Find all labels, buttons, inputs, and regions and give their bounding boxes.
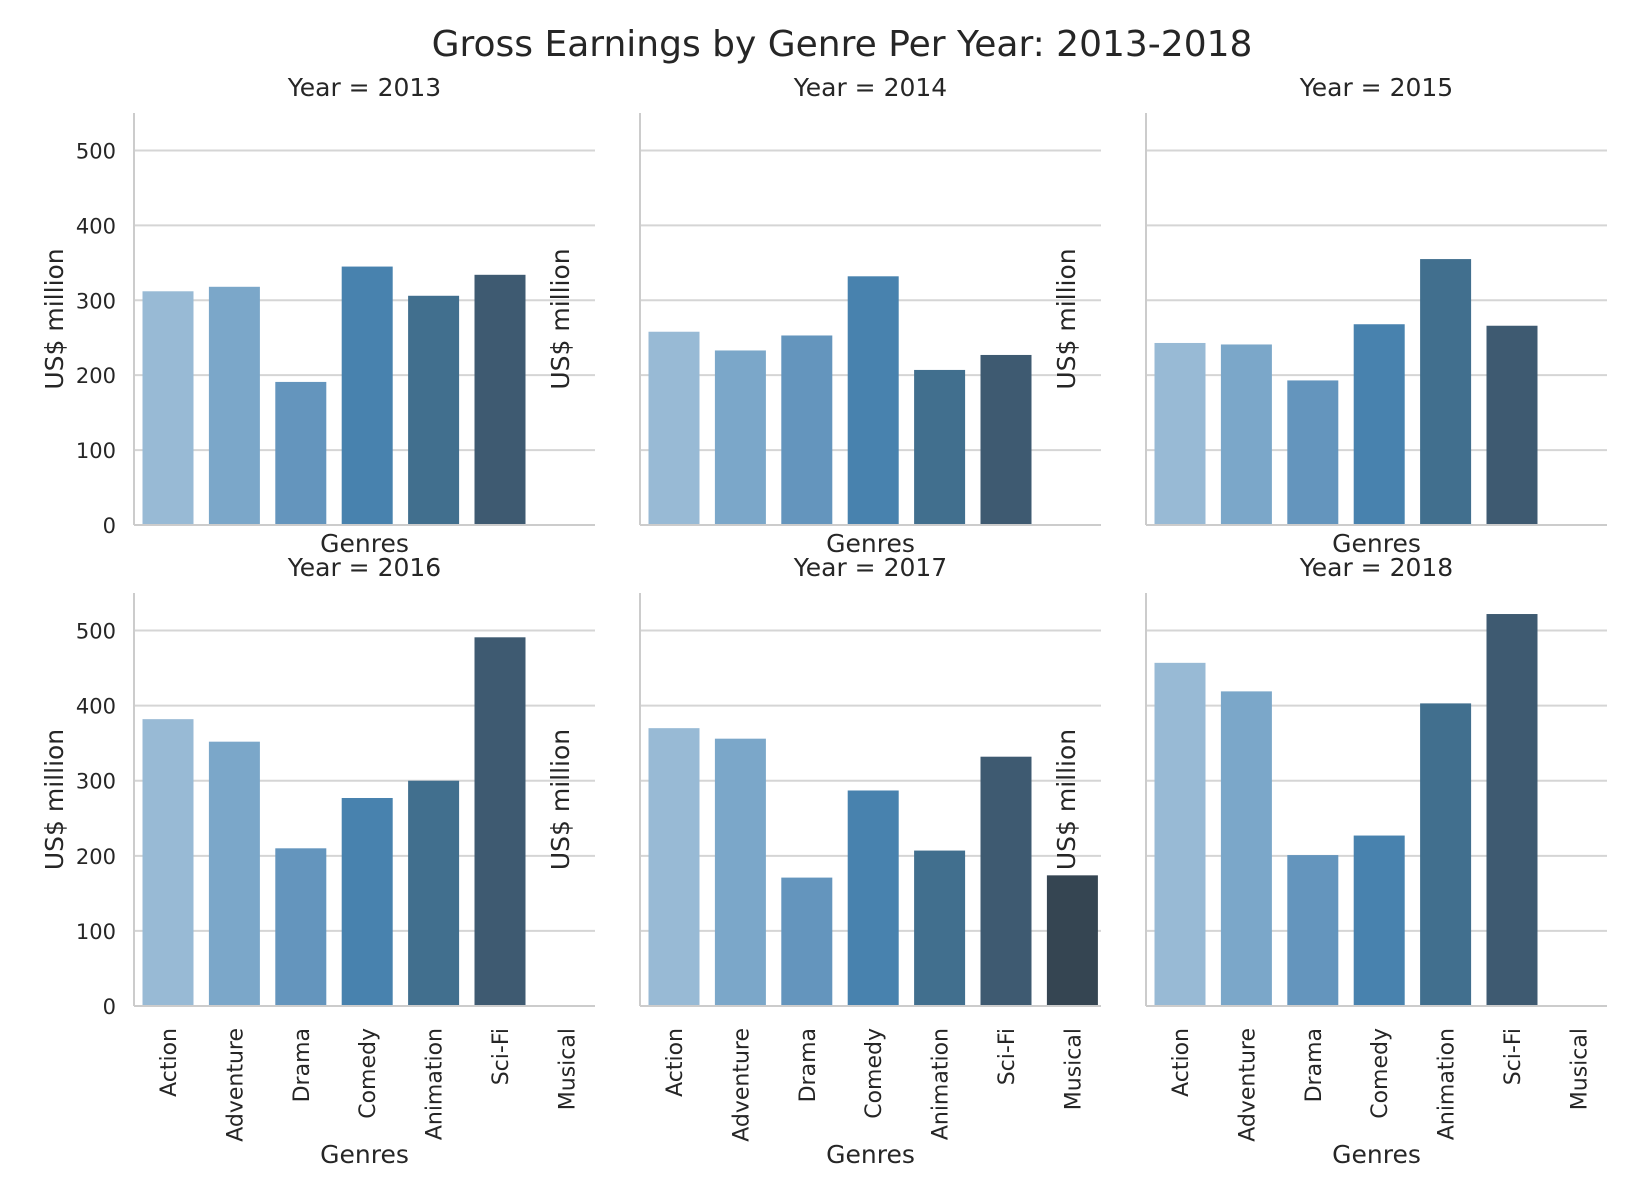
x-tick-label: Action [157, 1028, 182, 1097]
x-tick-label: Sci-Fi [995, 1028, 1020, 1085]
y-tick-label: 100 [76, 920, 116, 944]
x-tick-label: Animation [1435, 1028, 1460, 1140]
y-tick-label: 400 [76, 214, 116, 238]
bar [914, 850, 966, 1006]
x-tick-label: Adventure [223, 1028, 248, 1142]
bar [275, 848, 327, 1006]
bar [408, 295, 460, 525]
y-axis-label: US$ million [40, 248, 69, 389]
y-tick-label: 100 [76, 439, 116, 463]
y-tick-label: 0 [103, 514, 116, 538]
bar [648, 331, 700, 525]
bar [847, 790, 899, 1006]
bar [781, 335, 833, 525]
x-tick-label: Adventure [729, 1028, 754, 1142]
x-tick-label: Drama [796, 1028, 821, 1102]
y-tick-label: 200 [76, 364, 116, 388]
x-tick-label: Comedy [862, 1028, 887, 1119]
panel-title: Year = 2016 [287, 553, 441, 582]
bar [781, 877, 833, 1006]
y-tick-label: 300 [76, 770, 116, 794]
x-axis-label: Genres [1332, 529, 1421, 558]
bar [1220, 691, 1272, 1006]
bar [980, 354, 1032, 525]
y-tick-label: 300 [76, 289, 116, 313]
x-tick-label: Animation [423, 1028, 448, 1140]
bar [1353, 324, 1405, 525]
bar [474, 274, 526, 525]
panel-title: Year = 2013 [287, 73, 441, 102]
bar [1287, 855, 1339, 1006]
y-axis-label: US$ million [546, 248, 575, 389]
panel-title: Year = 2017 [793, 553, 947, 582]
x-axis-label: Genres [320, 529, 409, 558]
bar [980, 756, 1032, 1006]
x-tick-label: Animation [929, 1028, 954, 1140]
bar [474, 637, 526, 1006]
x-tick-label: Drama [290, 1028, 315, 1102]
x-axis-label: Genres [320, 1140, 409, 1169]
panel-title: Year = 2015 [1299, 73, 1453, 102]
y-axis-label: US$ million [1052, 248, 1081, 389]
bar [142, 291, 194, 525]
x-axis-label: Genres [826, 1140, 915, 1169]
x-tick-label: Drama [1302, 1028, 1327, 1102]
bar [1420, 703, 1472, 1006]
x-tick-label: Comedy [356, 1028, 381, 1119]
bar [1486, 325, 1538, 525]
x-tick-label: Musical [555, 1028, 580, 1110]
x-axis-label: Genres [826, 529, 915, 558]
bar [1420, 259, 1472, 525]
bar [341, 266, 393, 525]
y-tick-label: 500 [76, 620, 116, 644]
bar [1287, 380, 1339, 525]
x-tick-label: Adventure [1235, 1028, 1260, 1142]
bar [914, 369, 966, 525]
chart-title: Gross Earnings by Genre Per Year: 2013-2… [432, 24, 1253, 65]
x-tick-label: Musical [1061, 1028, 1086, 1110]
y-tick-label: 500 [76, 139, 116, 163]
bar [408, 780, 460, 1006]
y-tick-label: 200 [76, 845, 116, 869]
bar [1046, 875, 1098, 1006]
x-tick-label: Action [663, 1028, 688, 1097]
panel-title: Year = 2014 [793, 73, 947, 102]
bar [1154, 342, 1206, 525]
bar [1220, 344, 1272, 525]
x-tick-label: Musical [1567, 1028, 1592, 1110]
bar [847, 276, 899, 525]
x-axis-label: Genres [1332, 1140, 1421, 1169]
bar [1353, 835, 1405, 1006]
bar [714, 350, 766, 525]
bar [275, 381, 327, 525]
x-tick-label: Action [1169, 1028, 1194, 1097]
bar [341, 797, 393, 1006]
y-axis-label: US$ million [546, 729, 575, 870]
bar [208, 286, 260, 525]
bar [142, 719, 194, 1006]
x-tick-label: Comedy [1368, 1028, 1393, 1119]
bar [714, 738, 766, 1006]
y-tick-label: 400 [76, 695, 116, 719]
x-tick-label: Sci-Fi [1501, 1028, 1526, 1085]
y-axis-label: US$ million [1052, 729, 1081, 870]
bar [208, 741, 260, 1006]
panel-title: Year = 2018 [1299, 553, 1453, 582]
y-axis-label: US$ million [40, 729, 69, 870]
x-tick-label: Sci-Fi [489, 1028, 514, 1085]
bar [648, 728, 700, 1006]
bar [1486, 614, 1538, 1006]
y-tick-label: 0 [103, 995, 116, 1019]
bar [1154, 662, 1206, 1006]
